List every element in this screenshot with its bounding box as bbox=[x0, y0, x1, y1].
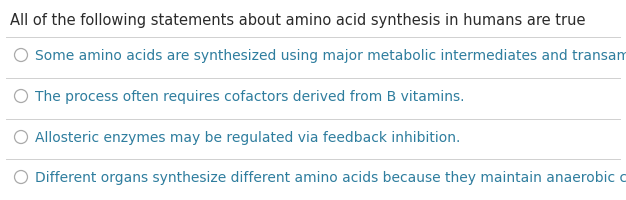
Text: Allosteric enzymes may be regulated via feedback inhibition.: Allosteric enzymes may be regulated via … bbox=[35, 130, 460, 144]
Text: Some amino acids are synthesized using major metabolic intermediates and transam: Some amino acids are synthesized using m… bbox=[35, 49, 626, 63]
Text: All of the following statements about amino acid synthesis in humans are true: All of the following statements about am… bbox=[10, 13, 590, 28]
Text: The process often requires cofactors derived from B vitamins.: The process often requires cofactors der… bbox=[35, 90, 464, 103]
Text: Different organs synthesize different amino acids because they maintain anaerobi: Different organs synthesize different am… bbox=[35, 170, 626, 184]
